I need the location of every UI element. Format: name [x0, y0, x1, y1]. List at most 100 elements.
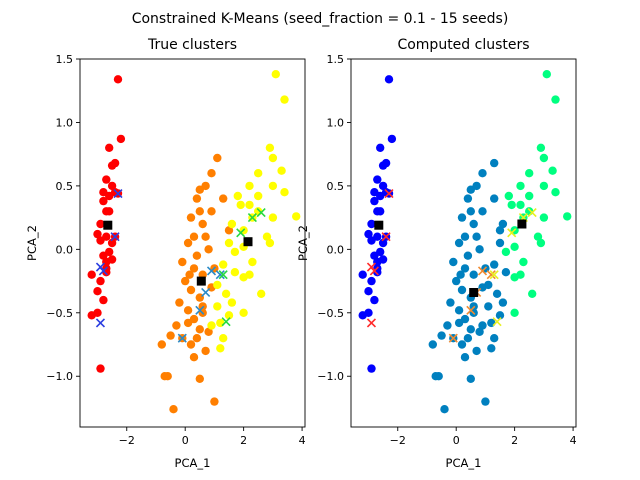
seed-marker: [486, 270, 496, 280]
data-point: [254, 191, 263, 201]
axes-title: True clusters: [147, 37, 237, 53]
data-point: [219, 194, 228, 203]
data-point: [268, 153, 278, 163]
data-point: [492, 289, 502, 298]
seed-marker: [369, 266, 379, 276]
figure-suptitle: Constrained K-Means (seed_fraction = 0.1…: [132, 11, 509, 27]
data-point: [239, 273, 248, 282]
data-point: [239, 308, 248, 317]
data-point: [116, 134, 126, 144]
seed-marker: [247, 213, 257, 223]
data-point: [370, 251, 379, 260]
x-axis-label: PCA_1: [175, 456, 211, 470]
data-point: [113, 75, 123, 84]
data-point: [466, 185, 475, 194]
data-point: [548, 166, 557, 175]
data-point: [248, 257, 257, 267]
x-tick-label: 4: [570, 434, 577, 447]
seed-marker: [492, 317, 502, 327]
seed-marker: [366, 318, 377, 328]
data-point: [219, 260, 228, 269]
data-point: [428, 340, 437, 349]
data-point: [463, 251, 473, 260]
data-point: [213, 302, 222, 311]
data-point: [501, 268, 511, 277]
y-tick-label: −1.0: [46, 370, 73, 383]
data-point: [449, 257, 458, 267]
centroid-marker: [196, 276, 206, 286]
data-point: [207, 321, 216, 330]
data-point: [257, 289, 266, 298]
data-point: [504, 191, 513, 201]
x-tick-label: 4: [299, 434, 306, 447]
data-point: [192, 194, 202, 203]
centroid-marker: [243, 237, 253, 247]
data-point: [466, 374, 475, 383]
seed-marker: [381, 232, 391, 242]
y-tick-label: 0.0: [327, 243, 345, 256]
data-point: [96, 219, 105, 229]
x-tick-label: 0: [182, 434, 189, 447]
data-point: [510, 308, 519, 317]
data-point: [542, 70, 551, 79]
data-point: [525, 169, 534, 178]
seed-marker: [206, 266, 217, 276]
data-point: [533, 232, 543, 241]
data-point: [387, 134, 397, 144]
centroid-marker: [469, 288, 479, 297]
data-point: [367, 236, 376, 245]
data-point: [280, 95, 289, 104]
data-point: [195, 207, 204, 216]
data-point: [490, 158, 499, 168]
data-point: [370, 188, 379, 197]
data-point: [198, 219, 207, 229]
data-point: [456, 270, 465, 279]
seed-marker: [507, 228, 517, 238]
y-tick-label: −1.0: [317, 370, 344, 383]
data-point: [472, 232, 481, 241]
data-point: [224, 226, 234, 235]
seed-marker: [177, 333, 187, 343]
data-point: [192, 251, 202, 260]
data-point: [536, 238, 546, 248]
data-point: [378, 238, 388, 248]
data-point: [498, 219, 508, 229]
y-tick-label: −0.5: [46, 307, 73, 320]
data-point: [370, 196, 379, 206]
x-tick-label: 2: [511, 434, 518, 447]
data-point: [454, 318, 464, 328]
data-point: [358, 270, 367, 279]
data-point: [262, 232, 272, 241]
seed-marker: [95, 318, 106, 328]
data-point: [230, 268, 240, 277]
data-point: [364, 229, 373, 239]
data-point: [207, 207, 216, 216]
data-point: [478, 207, 487, 216]
data-point: [221, 289, 231, 298]
data-point: [460, 232, 470, 241]
data-point: [192, 334, 202, 343]
data-point: [460, 264, 470, 273]
data-point: [469, 270, 478, 279]
data-point: [364, 308, 373, 317]
data-point: [539, 153, 549, 163]
axes-frame: [79, 58, 306, 428]
seed-marker: [256, 207, 266, 218]
data-point: [519, 257, 528, 267]
centroid-marker: [374, 220, 384, 230]
data-point: [178, 257, 187, 267]
data-point: [195, 374, 204, 383]
axes-frame: [350, 58, 577, 428]
seed-marker: [215, 270, 225, 280]
data-point: [490, 334, 499, 343]
data-point: [484, 280, 493, 290]
seed-marker: [195, 305, 205, 315]
seed-marker: [98, 266, 108, 276]
data-point: [236, 200, 245, 210]
data-point: [186, 285, 196, 295]
data-point: [443, 321, 452, 330]
data-point: [490, 194, 499, 203]
data-point: [186, 340, 196, 349]
data-point: [539, 181, 549, 191]
data-point: [271, 70, 280, 79]
